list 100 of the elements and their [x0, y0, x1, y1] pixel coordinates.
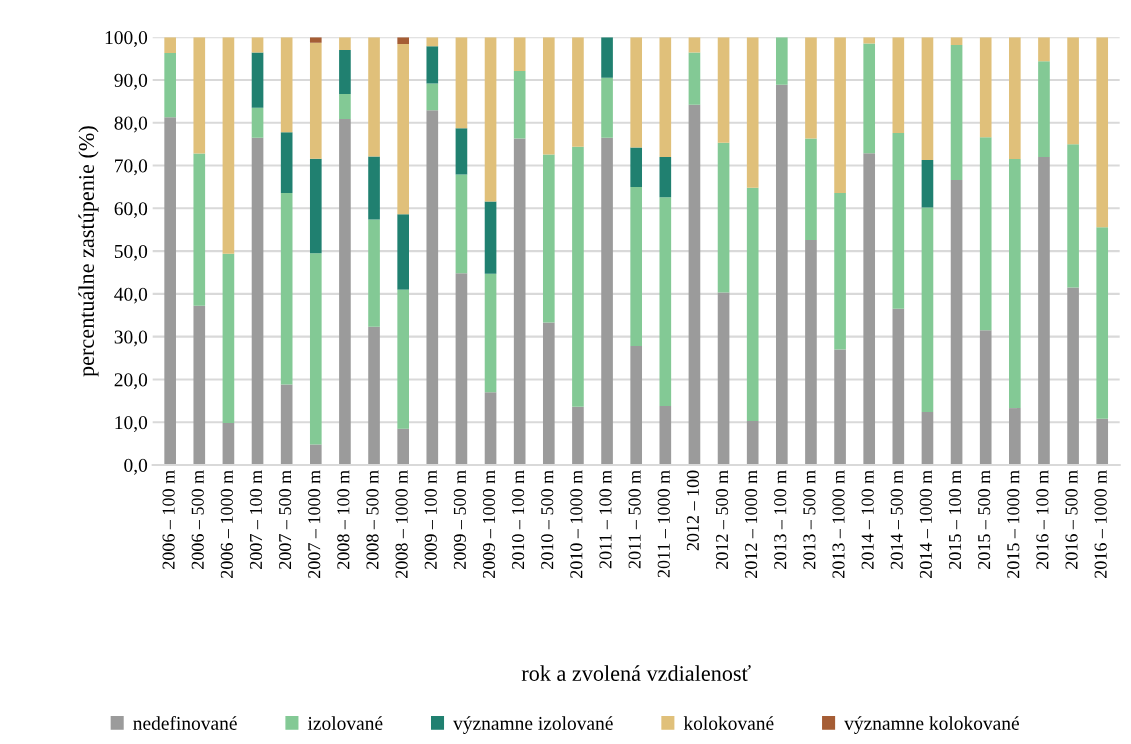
bar [164, 53, 176, 118]
bar [455, 174, 468, 274]
bar [979, 137, 992, 331]
bar [513, 37, 526, 71]
x-tick-label: 2010 – 100 m [512, 470, 525, 569]
bar [397, 37, 409, 45]
bar [368, 326, 380, 465]
bar [688, 52, 701, 105]
bar [950, 44, 963, 181]
bar [1067, 287, 1079, 465]
x-tick-label: 2015 – 1000 m [1007, 470, 1020, 578]
bar [542, 322, 555, 465]
bar [805, 239, 817, 465]
bar [280, 37, 293, 133]
legend-label: izolované [307, 716, 383, 730]
bar [513, 138, 526, 465]
x-tick-label: 2008 – 1000 m [395, 470, 408, 578]
bar [746, 420, 759, 465]
bar [863, 43, 876, 154]
x-tick-label: 2012 – 100 [686, 470, 699, 551]
x-tick-label: 2009 – 100 m [424, 470, 437, 569]
bar [863, 153, 876, 465]
bar [805, 37, 817, 139]
bar [1038, 61, 1050, 157]
bar [1096, 418, 1109, 465]
x-tick-label: 2013 – 100 m [774, 470, 787, 569]
bar [601, 137, 613, 465]
bar [834, 349, 846, 465]
bar [484, 37, 497, 202]
bar [251, 137, 264, 465]
y-tick-label: 90,0 [114, 73, 148, 90]
bar [251, 52, 264, 108]
x-tick-label: 2014 – 100 m [861, 470, 874, 569]
bar [892, 308, 905, 465]
bar [688, 104, 701, 465]
legend-label: kolokované [683, 716, 774, 730]
bar [484, 273, 497, 393]
x-tick-label: 2012 – 1000 m [745, 470, 758, 578]
bar [397, 44, 409, 215]
bar [921, 411, 934, 465]
bar [834, 37, 846, 193]
bar [659, 156, 672, 198]
x-tick-label: 2009 – 500 m [453, 470, 466, 569]
bar [979, 37, 992, 138]
bar [368, 37, 380, 157]
bar [193, 305, 206, 465]
bar [251, 107, 264, 138]
x-tick-label: 2011 – 100 m [599, 470, 612, 569]
bar [164, 117, 176, 465]
bar [339, 37, 351, 51]
x-tick-label: 2007 – 1000 m [308, 470, 321, 578]
x-tick-label: 2008 – 100 m [337, 470, 350, 569]
bar [455, 37, 468, 129]
bar [309, 253, 322, 445]
bar [572, 406, 584, 465]
bar [746, 187, 759, 421]
y-tick-label: 100,0 [105, 31, 148, 47]
bar [280, 132, 293, 193]
x-tick-label: 2011 – 1000 m [657, 470, 670, 578]
x-tick-label: 2015 – 500 m [978, 470, 991, 569]
x-tick-label: 2008 – 500 m [366, 470, 379, 569]
bar [1096, 227, 1109, 419]
y-tick-label: 0,0 [124, 458, 148, 475]
x-axis-title: rok a zvolená vzdialenosť [521, 665, 751, 681]
y-tick-label: 40,0 [114, 287, 148, 304]
bar [222, 253, 235, 424]
bar [630, 37, 643, 148]
bar [455, 128, 468, 175]
y-axis-title: percentuálne zastúpenie (%) [78, 126, 99, 377]
bar [426, 37, 439, 47]
bar [397, 214, 409, 290]
bar [601, 77, 613, 138]
x-tick-label: 2006 – 500 m [191, 470, 204, 569]
x-tick-label: 2015 – 100 m [948, 470, 962, 569]
x-tick-label: 2014 – 1000 m [919, 470, 932, 578]
y-tick-label: 10,0 [115, 416, 148, 432]
x-tick-label: 2016 – 1000 m [1094, 470, 1107, 578]
y-tick-label: 20,0 [114, 373, 148, 390]
bar [513, 71, 526, 139]
bar [1038, 156, 1050, 465]
bar [776, 37, 788, 85]
bar [426, 83, 439, 111]
x-tick-label: 2014 – 500 m [890, 470, 903, 569]
bar [921, 207, 934, 412]
bar [222, 423, 235, 465]
bar [309, 444, 322, 465]
bar [950, 180, 963, 465]
bar [280, 192, 293, 385]
bar [397, 428, 409, 465]
bar [339, 50, 351, 95]
bar [542, 154, 555, 323]
x-tick-label: 2010 – 1000 m [570, 470, 583, 578]
x-tick-label: 2013 – 500 m [803, 470, 816, 569]
bar [659, 37, 672, 157]
bar [659, 197, 672, 406]
bar [921, 37, 934, 160]
bar [630, 346, 643, 465]
bar [368, 156, 380, 220]
bar [921, 159, 934, 208]
x-tick-label: 2007 – 500 m [279, 470, 292, 569]
